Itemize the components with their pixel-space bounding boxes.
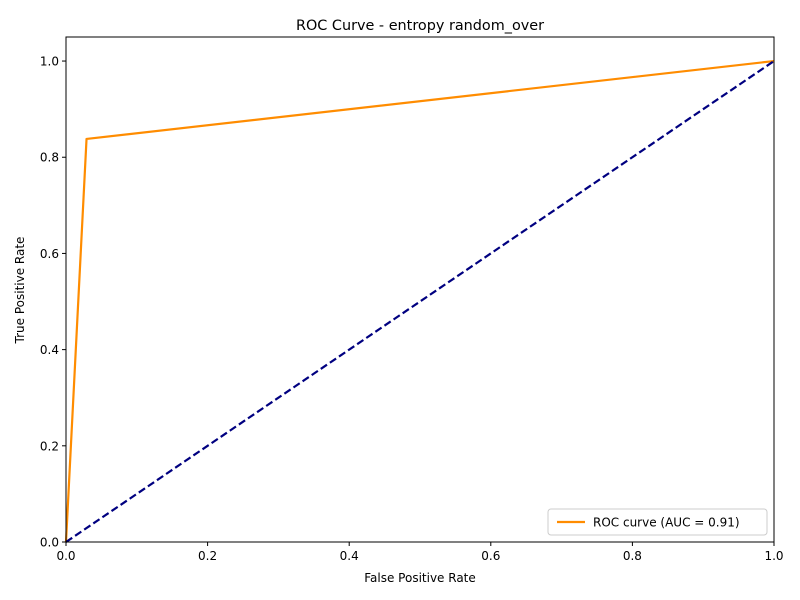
chart-title: ROC Curve - entropy random_over [296, 18, 544, 34]
chance-diagonal-line [65, 60, 775, 543]
x-tick-label: 1.0 [764, 549, 783, 563]
x-axis-label: False Positive Rate [364, 571, 476, 585]
plot-area [64, 36, 775, 543]
legend-label: ROC curve (AUC = 0.91) [593, 516, 740, 530]
plot-frame [65, 36, 775, 543]
legend: ROC curve (AUC = 0.91) [547, 508, 768, 536]
x-tick-label: 0.2 [198, 549, 217, 563]
y-axis-label: True Positive Rate [13, 237, 27, 345]
y-tick-label: 0.6 [40, 247, 59, 261]
x-tick-label: 0.6 [481, 549, 500, 563]
y-tick-label: 0.0 [40, 536, 59, 550]
y-tick-label: 0.8 [40, 151, 59, 165]
y-axis-ticks: 0.0 0.2 0.4 0.6 0.8 1.0 [40, 55, 66, 550]
x-tick-label: 0.0 [56, 549, 75, 563]
x-tick-label: 0.4 [340, 549, 359, 563]
roc-curve-line [64, 59, 775, 543]
x-axis-ticks: 0.0 0.2 0.4 0.6 0.8 1.0 [56, 542, 784, 563]
x-tick-label: 0.8 [623, 549, 642, 563]
y-tick-label: 1.0 [40, 55, 59, 69]
y-tick-label: 0.2 [40, 439, 59, 453]
legend-box [547, 508, 768, 536]
y-tick-label: 0.4 [40, 343, 59, 357]
